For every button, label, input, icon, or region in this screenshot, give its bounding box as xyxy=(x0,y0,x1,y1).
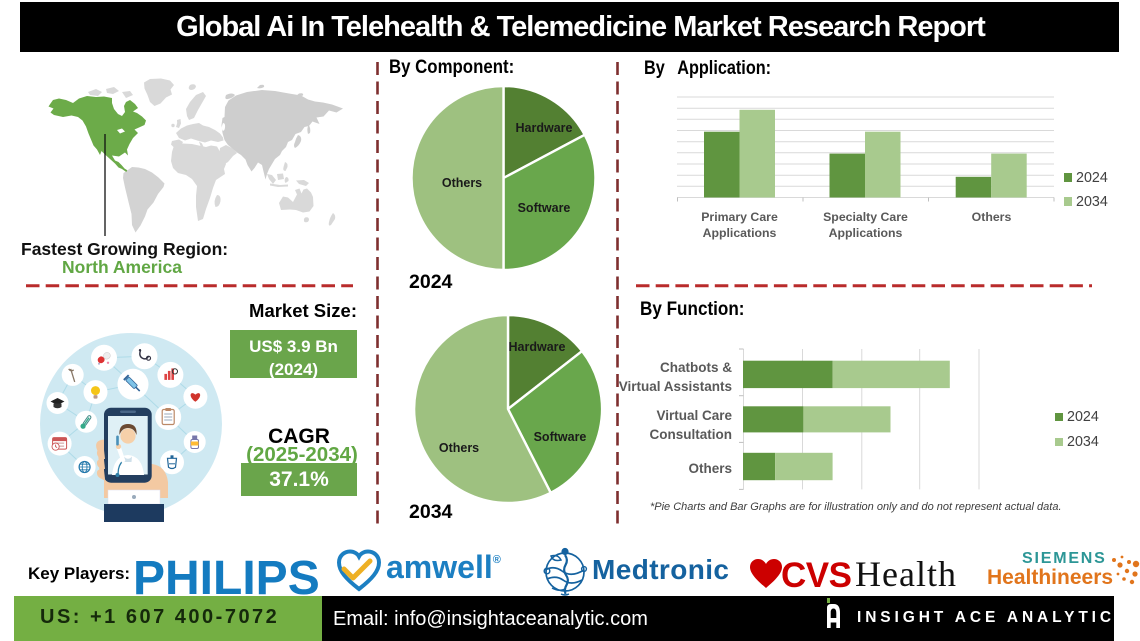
svg-text:Others: Others xyxy=(442,176,482,190)
svg-text:Hardware: Hardware xyxy=(516,121,573,135)
svg-text:Hardware: Hardware xyxy=(509,340,566,354)
svg-text:Others: Others xyxy=(439,441,479,455)
svg-text:Software: Software xyxy=(534,430,587,444)
svg-text:Software: Software xyxy=(518,201,571,215)
